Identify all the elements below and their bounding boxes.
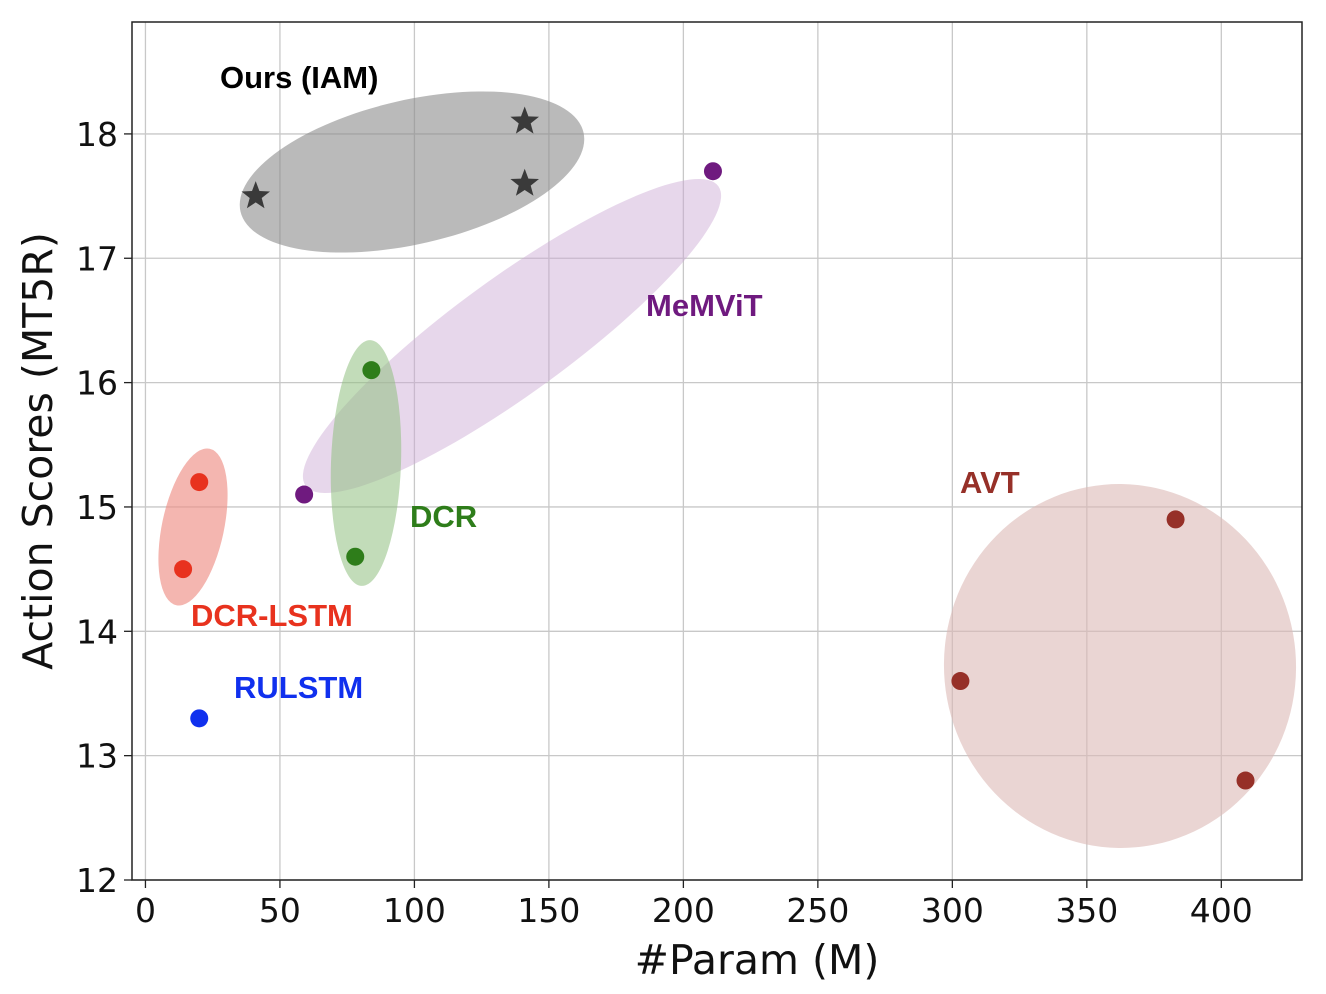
dcr-point xyxy=(362,361,381,380)
group-regions xyxy=(158,91,1297,848)
plot-frame xyxy=(131,21,1303,881)
dcr-label: DCR xyxy=(410,499,477,534)
memvit-region xyxy=(302,178,722,494)
avt-label: AVT xyxy=(960,465,1020,500)
x-tick-label: 100 xyxy=(383,891,446,930)
avt-region xyxy=(943,484,1297,848)
y-tick-label: 12 xyxy=(76,861,118,900)
y-tick-label: 13 xyxy=(76,737,118,776)
ours-iam-point xyxy=(510,168,539,196)
rulstm-label: RULSTM xyxy=(234,670,363,705)
x-axis-title: #Param (M) xyxy=(635,936,880,984)
x-tick-label: 200 xyxy=(652,891,715,930)
memvit-point xyxy=(703,162,722,181)
y-tick-label: 18 xyxy=(76,115,118,154)
ours-iam-point xyxy=(241,181,270,209)
y-tick-label: 17 xyxy=(76,239,118,278)
ours-iam-region xyxy=(239,91,585,253)
avt-point xyxy=(1236,771,1255,790)
data-points xyxy=(174,106,1255,790)
avt-point xyxy=(951,672,970,691)
y-tick-label: 16 xyxy=(76,364,118,403)
dcr-lstm-point xyxy=(174,560,193,579)
dcr-point xyxy=(346,547,365,566)
x-tick-label: 400 xyxy=(1190,891,1253,930)
y-tick-label: 14 xyxy=(76,612,118,651)
dcr-lstm-region xyxy=(158,448,228,606)
y-axis-title: Action Scores (MT5R) xyxy=(14,232,62,670)
rulstm-point xyxy=(190,709,209,728)
dcr-lstm-point xyxy=(190,473,209,492)
x-tick-label: 250 xyxy=(786,891,849,930)
tick-labels: 0 50 100 150 200 250 300 350 400 12 13 14 15 16 17 18 xyxy=(76,115,1253,930)
y-tick-label: 15 xyxy=(76,488,118,527)
ours-iam-label: Ours (IAM) xyxy=(220,60,378,95)
ours-iam-point xyxy=(510,106,539,134)
dcr-region xyxy=(330,340,402,586)
group-labels: Ours (IAM) MeMViT DCR DCR-LSTM RULSTM AVT xyxy=(191,60,1020,705)
memvit-point xyxy=(295,485,314,504)
x-tick-label: 150 xyxy=(517,891,580,930)
x-tick-label: 350 xyxy=(1055,891,1118,930)
x-tick-label: 0 xyxy=(135,891,156,930)
avt-point xyxy=(1166,510,1185,529)
dcr-lstm-label: DCR-LSTM xyxy=(191,598,353,633)
memvit-label: MeMViT xyxy=(646,288,763,323)
x-tick-label: 300 xyxy=(921,891,984,930)
x-tick-label: 50 xyxy=(259,891,301,930)
